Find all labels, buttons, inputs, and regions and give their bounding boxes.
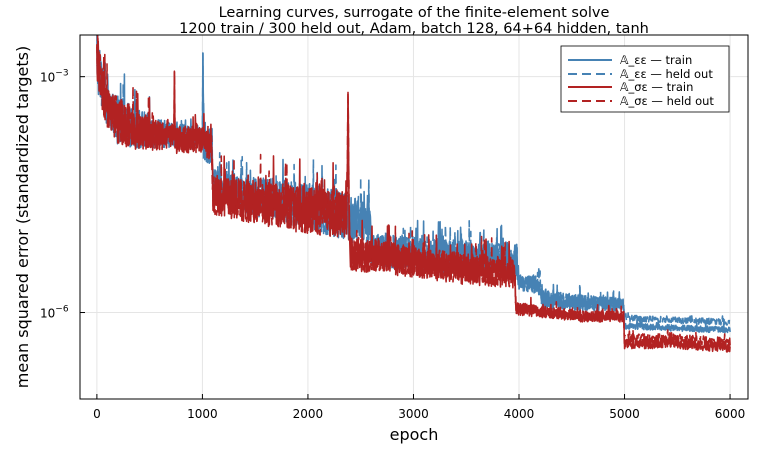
x-tick-label: 0 (93, 407, 101, 421)
x-tick-label: 4000 (504, 407, 535, 421)
chart-subtitle: 1200 train / 300 held out, Adam, batch 1… (179, 21, 649, 37)
y-tick-exponent: −6 (55, 305, 69, 315)
x-axis-label: epoch (390, 425, 439, 444)
legend-label-aee-train: 𝔸_εε — train (620, 53, 692, 67)
y-tick-label: 10−3 (40, 69, 69, 85)
x-tick-label: 2000 (293, 407, 324, 421)
x-tick-label: 6000 (715, 407, 746, 421)
x-tick-label: 1000 (187, 407, 218, 421)
legend-box (560, 45, 730, 113)
series-layer (96, 35, 731, 353)
y-axis-label: mean squared error (standardized targets… (13, 46, 32, 388)
legend-label-ase-train: 𝔸_σε — train (620, 80, 693, 94)
y-tick-labels: 10−310−6 (40, 69, 69, 321)
y-tick-label: 10−6 (40, 305, 69, 321)
legend-label-aee-heldout: 𝔸_εε — held out (620, 67, 713, 81)
tick-marks (80, 76, 731, 399)
y-tick-base: 10 (40, 307, 55, 321)
y-tick-base: 10 (40, 71, 55, 85)
x-tick-labels: 0 1000 2000 3000 4000 5000 6000 (93, 407, 745, 421)
series-line-2 (96, 37, 731, 353)
legend-label-ase-heldout: 𝔸_σε — held out (620, 94, 714, 108)
y-tick-exponent: −3 (55, 69, 68, 79)
legend: 𝔸_εε — train 𝔸_εε — held out 𝔸_σε — trai… (560, 45, 730, 113)
plot-frame (79, 34, 749, 400)
x-tick-label: 5000 (609, 407, 640, 421)
chart-title: Learning curves, surrogate of the finite… (219, 5, 610, 21)
x-tick-label: 3000 (398, 407, 429, 421)
